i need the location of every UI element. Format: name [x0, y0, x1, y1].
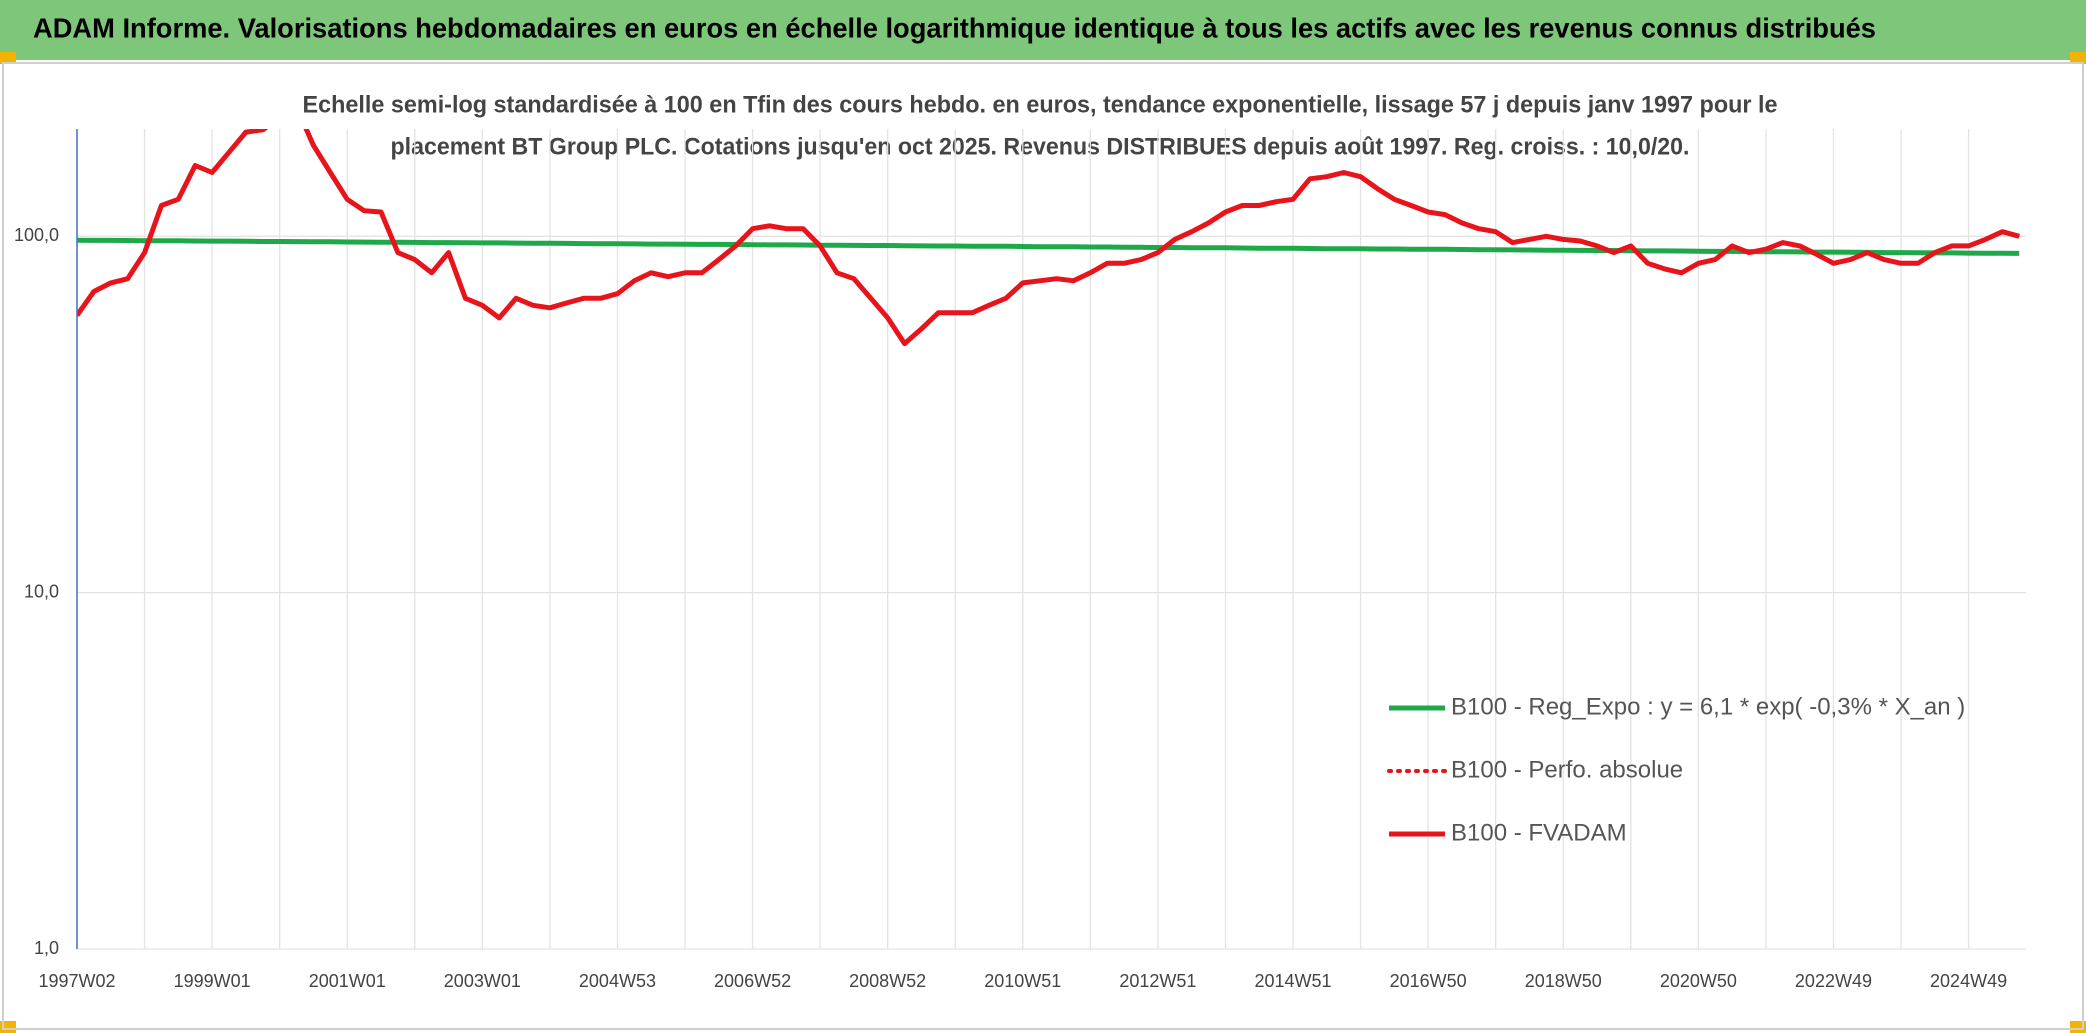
x-tick-label: 2020W50 — [1660, 971, 1737, 991]
x-tick-label: 2006W52 — [714, 971, 791, 991]
plot — [77, 129, 2021, 347]
x-tick-label: 2008W52 — [849, 971, 926, 991]
series-line — [77, 129, 2020, 347]
x-tick-label: 2004W53 — [579, 971, 656, 991]
axes: 1,0 10,0 100,0 1997W02 1999W01 2001W01 2003W01… — [14, 129, 2007, 991]
series-line — [77, 237, 2020, 256]
legend-label: B100 - Perfo. absolue — [1451, 756, 1683, 783]
x-tick-label: 2012W51 — [1119, 971, 1196, 991]
chart-title: ADAM Informe. Valorisations hebdomadaire… — [33, 12, 1876, 43]
frame — [2, 62, 2084, 1030]
title-bar — [0, 0, 2086, 60]
x-tick-label: 2024W49 — [1930, 971, 2007, 991]
x-tick-label: 2018W50 — [1525, 971, 1602, 991]
legend-label: B100 - Reg_Expo : y = 6,1 * exp( -0,3% *… — [1451, 693, 1965, 720]
x-tick-label: 1997W02 — [38, 971, 115, 991]
x-tick-label: 2016W50 — [1390, 971, 1467, 991]
legend-label: B100 - FVADAM — [1451, 819, 1627, 846]
legend: B100 - Reg_Expo : y = 6,1 * exp( -0,3% *… — [1387, 693, 1965, 846]
y-tick-label: 1,0 — [34, 938, 59, 958]
corner — [2070, 52, 2086, 64]
x-tick-label: 2001W01 — [309, 971, 386, 991]
x-tick-label: 2010W51 — [984, 971, 1061, 991]
chart-subtitle: Echelle semi-log standardisée à 100 en T… — [303, 91, 1778, 118]
grid — [76, 129, 2026, 950]
x-tick-label: 2022W49 — [1795, 971, 1872, 991]
x-tick-label: 2003W01 — [444, 971, 521, 991]
y-tick-label: 100,0 — [14, 225, 59, 245]
x-tick-label: 2014W51 — [1254, 971, 1331, 991]
x-tick-label: 1999W01 — [174, 971, 251, 991]
corner — [0, 52, 16, 64]
chart-subtitle: placement BT Group PLC. Cotations jusqu'… — [391, 133, 1690, 160]
y-tick-label: 10,0 — [24, 581, 59, 601]
